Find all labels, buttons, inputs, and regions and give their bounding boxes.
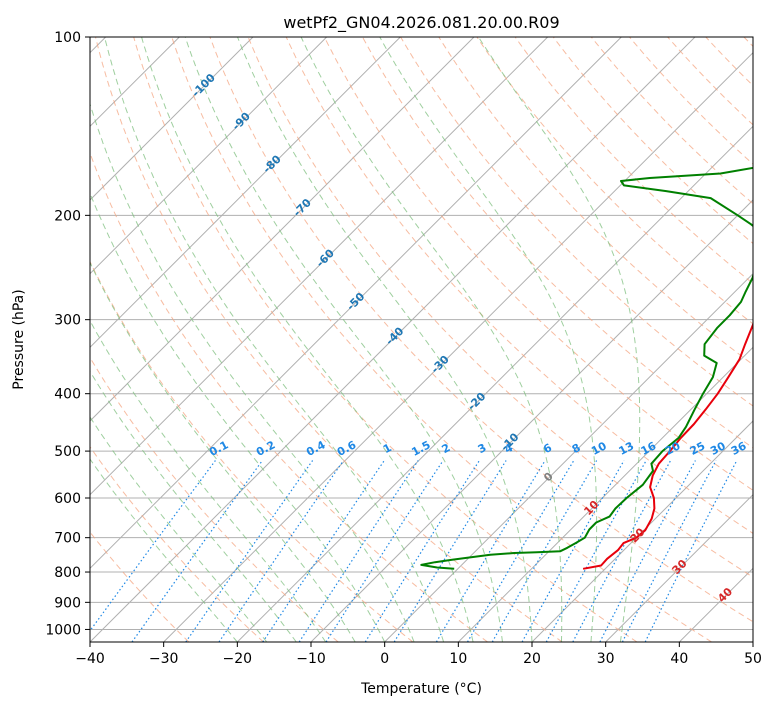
moist-adiabat bbox=[478, 37, 641, 642]
isotherm-line bbox=[384, 272, 753, 642]
x-tick-label: 10 bbox=[449, 651, 467, 667]
dry-adiabat bbox=[476, 37, 753, 325]
mixing-ratio-line bbox=[218, 460, 344, 642]
dry-adiabat bbox=[247, 37, 753, 578]
dry-adiabat bbox=[95, 37, 563, 642]
dry-adiabats bbox=[90, 37, 753, 642]
y-tick-label: 300 bbox=[54, 313, 81, 329]
y-tick-label: 200 bbox=[54, 208, 81, 224]
isotherm-line bbox=[90, 37, 475, 422]
isotherm-line bbox=[90, 37, 401, 349]
isotherm-line bbox=[90, 37, 696, 642]
y-tick-label: 1000 bbox=[45, 622, 81, 638]
mixing-ratio-line bbox=[262, 460, 385, 642]
dry-adiabat bbox=[362, 37, 753, 449]
mixing-ratio-line bbox=[466, 460, 575, 642]
moist-adiabat bbox=[237, 37, 533, 642]
plot-background bbox=[90, 37, 753, 642]
mixing-ratio-line bbox=[131, 460, 263, 642]
moist-adiabat bbox=[90, 102, 415, 642]
x-tick-label: 0 bbox=[380, 651, 389, 667]
dry-adiabat bbox=[514, 37, 753, 285]
x-tick-label: 30 bbox=[597, 651, 615, 667]
plot-frame bbox=[89, 36, 754, 643]
mixing-ratio-line bbox=[185, 460, 314, 642]
mixing-ratio-label: 30 bbox=[708, 439, 728, 458]
x-tick-label: −10 bbox=[296, 651, 326, 667]
isotherm-line bbox=[90, 37, 254, 201]
moist-adiabat bbox=[90, 261, 356, 642]
temperature-profile bbox=[582, 321, 753, 570]
dewpoint-profile bbox=[420, 166, 753, 570]
y-tick-label: 800 bbox=[54, 565, 81, 581]
moist-adiabat bbox=[300, 37, 563, 642]
isotherm-line bbox=[605, 493, 753, 642]
y-tick-label: 500 bbox=[54, 444, 81, 460]
isotherm-line bbox=[236, 125, 753, 642]
moist-adiabat bbox=[90, 191, 386, 642]
moist-adiabat bbox=[184, 37, 503, 642]
chart-title: wetPf2_GN04.2026.081.20.00.R09 bbox=[283, 13, 559, 33]
mixing-ratio-line bbox=[298, 460, 419, 642]
mixing-ratio-line bbox=[90, 460, 216, 632]
x-axis-ticks: −40 −30 −20 −10 0 10 20 30 40 50 bbox=[75, 642, 762, 667]
x-axis-title: Temperature (°C) bbox=[360, 681, 482, 697]
moist-adiabat bbox=[90, 458, 238, 642]
y-tick-label: 700 bbox=[54, 531, 81, 547]
isotherm-line bbox=[90, 37, 549, 496]
isotherm-line bbox=[163, 51, 753, 642]
y-tick-label: 100 bbox=[54, 30, 81, 46]
x-tick-label: −40 bbox=[75, 651, 105, 667]
moist-adiabats bbox=[90, 37, 641, 642]
isotherm-line bbox=[90, 37, 328, 275]
moist-adiabat bbox=[379, 37, 598, 642]
y-tick-label: 600 bbox=[54, 491, 81, 507]
moist-adiabat bbox=[90, 319, 327, 642]
y-axis-ticks: 100 200 300 400 500 600 700 800 900 1000 bbox=[45, 30, 90, 638]
mixing-ratio-line bbox=[435, 460, 546, 642]
dry-adiabat bbox=[323, 37, 753, 491]
isotherm-line bbox=[90, 37, 622, 570]
moist-adiabat bbox=[104, 37, 445, 642]
mixing-ratio-label: 20 bbox=[663, 439, 683, 458]
x-tick-label: −30 bbox=[149, 651, 179, 667]
horizontal-gridlines bbox=[90, 37, 753, 630]
y-axis-title: Pressure (hPa) bbox=[11, 289, 27, 389]
dry-adiabat bbox=[400, 37, 753, 407]
mixing-ratio-label: 25 bbox=[688, 439, 708, 458]
sounding-profiles bbox=[420, 166, 753, 570]
mixing-ratio-line bbox=[644, 460, 738, 642]
moist-adiabat bbox=[90, 370, 297, 642]
y-tick-label: 900 bbox=[54, 595, 81, 611]
dry-adiabat bbox=[133, 37, 638, 642]
y-tick-label: 400 bbox=[54, 387, 81, 403]
x-tick-label: 40 bbox=[670, 651, 688, 667]
mixing-ratio-line bbox=[521, 460, 625, 642]
dry-adiabat bbox=[209, 37, 753, 623]
x-tick-label: 20 bbox=[523, 651, 541, 667]
moist-adiabat bbox=[141, 37, 474, 642]
mixing-ratio-label: 10 bbox=[589, 439, 609, 458]
x-tick-label: 50 bbox=[744, 651, 762, 667]
dry-adiabat bbox=[90, 445, 264, 642]
mixing-ratio-label: 13 bbox=[617, 439, 637, 458]
mixing-ratio-label: 16 bbox=[639, 439, 659, 458]
mixing-ratio-label: 36 bbox=[729, 439, 749, 458]
mixing-ratio-line bbox=[393, 460, 507, 642]
mixing-ratio-lines bbox=[90, 460, 738, 642]
dry-adiabat bbox=[90, 260, 414, 642]
x-tick-label: −20 bbox=[223, 651, 253, 667]
mixing-ratio-line bbox=[545, 460, 647, 642]
dry-adiabat bbox=[629, 37, 753, 165]
